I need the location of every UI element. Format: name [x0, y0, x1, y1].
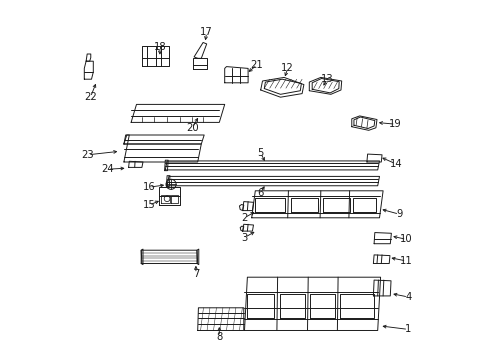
- Text: 7: 7: [192, 269, 199, 279]
- Text: 1: 1: [404, 324, 410, 334]
- Text: 10: 10: [399, 234, 412, 244]
- Text: 8: 8: [216, 332, 222, 342]
- Text: 17: 17: [200, 27, 213, 37]
- Text: 3: 3: [241, 233, 247, 243]
- Text: 20: 20: [185, 123, 198, 133]
- Text: 11: 11: [399, 256, 412, 266]
- Text: 6: 6: [257, 188, 264, 198]
- Text: 16: 16: [142, 182, 155, 192]
- Text: 5: 5: [257, 148, 264, 158]
- Text: 23: 23: [81, 150, 94, 160]
- Text: 4: 4: [405, 292, 410, 302]
- Text: 18: 18: [153, 42, 166, 52]
- Text: 9: 9: [395, 209, 402, 219]
- Text: 19: 19: [388, 119, 401, 129]
- Text: 14: 14: [388, 159, 401, 169]
- Text: 24: 24: [101, 164, 114, 174]
- Text: 21: 21: [250, 60, 263, 70]
- Text: 22: 22: [84, 92, 97, 102]
- Text: 13: 13: [320, 74, 333, 84]
- Text: 15: 15: [142, 200, 155, 210]
- Text: 2: 2: [241, 213, 247, 223]
- Text: 12: 12: [281, 63, 293, 73]
